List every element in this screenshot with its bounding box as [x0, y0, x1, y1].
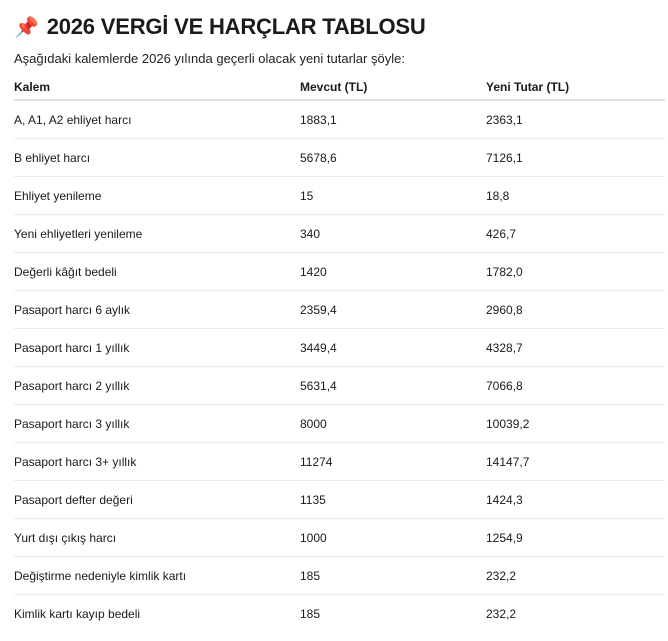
table-row: A, A1, A2 ehliyet harcı 1883,1 2363,1	[14, 100, 665, 139]
table-row: Pasaport harcı 3+ yıllık 11274 14147,7	[14, 442, 665, 481]
current-amount-cell: 1000	[300, 518, 486, 557]
item-name-cell: Pasaport harcı 6 aylık	[14, 290, 300, 329]
page-title-text: 2026 VERGİ VE HARÇLAR TABLOSU	[46, 14, 426, 39]
column-header-kalem: Kalem	[14, 75, 300, 101]
new-amount-cell: 14147,7	[486, 442, 665, 481]
new-amount-cell: 1782,0	[486, 252, 665, 291]
table-row: Kimlik kartı kayıp bedeli 185 232,2	[14, 595, 665, 633]
current-amount-cell: 1883,1	[300, 100, 486, 139]
item-name-cell: Yeni ehliyetleri yenileme	[14, 214, 300, 253]
current-amount-cell: 15	[300, 176, 486, 215]
current-amount-cell: 5631,4	[300, 366, 486, 405]
table-row: Değiştirme nedeniyle kimlik kartı 185 232,…	[14, 556, 665, 595]
table-row: Pasaport harcı 2 yıllık 5631,4 7066,8	[14, 366, 665, 405]
intro-text: Aşağıdaki kalemlerde 2026 yılında geçerl…	[14, 51, 405, 66]
column-header-yeni-tutar: Yeni Tutar (TL)	[486, 75, 665, 101]
current-amount-cell: 11274	[300, 442, 486, 481]
fees-table: Kalem Mevcut (TL) Yeni Tutar (TL) A, A1,…	[14, 75, 665, 632]
current-amount-cell: 5678,6	[300, 138, 486, 177]
table-row: Değerli kâğıt bedeli 1420 1782,0	[14, 252, 665, 291]
item-name-cell: Ehliyet yenileme	[14, 176, 300, 215]
new-amount-cell: 7066,8	[486, 366, 665, 405]
new-amount-cell: 426,7	[486, 214, 665, 253]
new-amount-cell: 2363,1	[486, 100, 665, 139]
current-amount-cell: 2359,4	[300, 290, 486, 329]
current-amount-cell: 1135	[300, 480, 486, 519]
new-amount-cell: 1254,9	[486, 518, 665, 557]
item-name-cell: Değiştirme nedeniyle kimlik kartı	[14, 556, 300, 595]
table-row: Yeni ehliyetleri yenileme 340 426,7	[14, 214, 665, 253]
pushpin-icon: 📌	[14, 16, 39, 39]
item-name-cell: Pasaport defter değeri	[14, 480, 300, 519]
table-row: Pasaport defter değeri 1135 1424,3	[14, 480, 665, 519]
new-amount-cell: 4328,7	[486, 328, 665, 367]
current-amount-cell: 185	[300, 556, 486, 595]
new-amount-cell: 18,8	[486, 176, 665, 215]
new-amount-cell: 7126,1	[486, 138, 665, 177]
table-row: B ehliyet harcı 5678,6 7126,1	[14, 138, 665, 177]
current-amount-cell: 8000	[300, 404, 486, 443]
item-name-cell: Pasaport harcı 3 yıllık	[14, 404, 300, 443]
table-row: Pasaport harcı 6 aylık 2359,4 2960,8	[14, 290, 665, 329]
table-row: Yurt dışı çıkış harcı 1000 1254,9	[14, 518, 665, 557]
item-name-cell: Pasaport harcı 3+ yıllık	[14, 442, 300, 481]
item-name-cell: Pasaport harcı 2 yıllık	[14, 366, 300, 405]
item-name-cell: A, A1, A2 ehliyet harcı	[14, 100, 300, 139]
item-name-cell: Yurt dışı çıkış harcı	[14, 518, 300, 557]
column-header-mevcut: Mevcut (TL)	[300, 75, 486, 101]
current-amount-cell: 185	[300, 606, 321, 621]
new-amount-cell: 232,2	[486, 556, 665, 595]
item-name-cell: Değerli kâğıt bedeli	[14, 252, 300, 291]
new-amount-cell: 2960,8	[486, 290, 665, 329]
table-row: Pasaport harcı 3 yıllık 8000 10039,2	[14, 404, 665, 443]
current-amount-cell: 340	[300, 214, 486, 253]
item-name-cell: Kimlik kartı kayıp bedeli	[14, 606, 141, 621]
current-amount-cell: 1420	[300, 252, 486, 291]
table-header-row: Kalem Mevcut (TL) Yeni Tutar (TL)	[14, 75, 665, 101]
table-row: Ehliyet yenileme 15 18,8	[14, 176, 665, 215]
current-amount-cell: 3449,4	[300, 328, 486, 367]
page-title: 📌 2026 VERGİ VE HARÇLAR TABLOSU	[14, 0, 668, 42]
new-amount-cell: 1424,3	[486, 480, 665, 519]
table-row: Pasaport harcı 1 yıllık 3449,4 4328,7	[14, 328, 665, 367]
new-amount-cell: 232,2	[486, 606, 517, 621]
item-name-cell: Pasaport harcı 1 yıllık	[14, 328, 300, 367]
item-name-cell: B ehliyet harcı	[14, 138, 300, 177]
new-amount-cell: 10039,2	[486, 404, 665, 443]
